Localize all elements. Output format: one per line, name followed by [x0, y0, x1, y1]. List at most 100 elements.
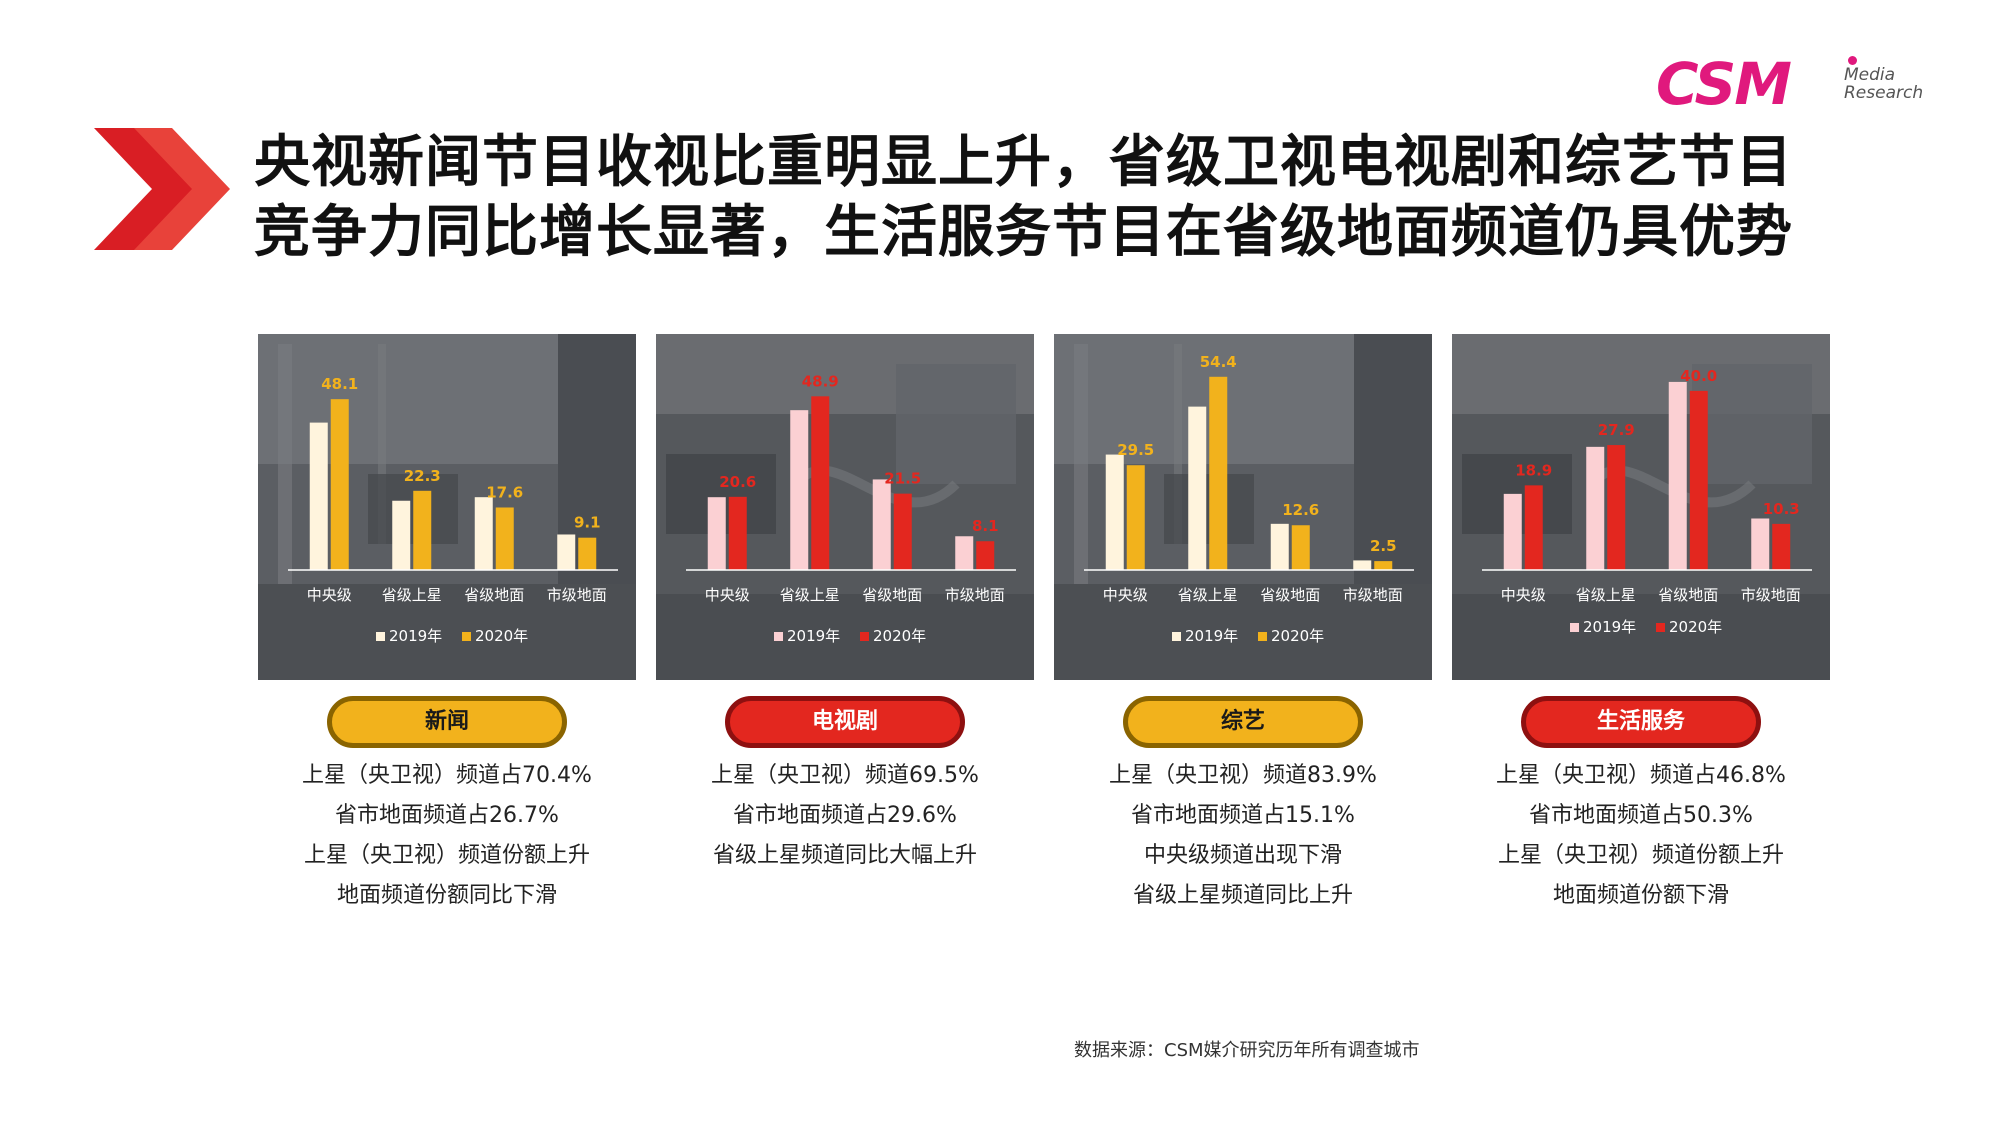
logo-sub-text: Media Research — [1844, 66, 1923, 102]
bar-2019 — [1353, 560, 1371, 570]
description-lifestyle: 上星（央卫视）频道占46.8% 省市地面频道占50.3% 上星（央卫视）频道份额… — [1441, 756, 1841, 916]
data-label: 2.5 — [1370, 537, 1397, 555]
category-pill-news: 新闻 — [327, 696, 567, 748]
category-pill-variety: 综艺 — [1123, 696, 1363, 748]
bar-2020 — [1690, 391, 1708, 570]
bar-2020 — [976, 541, 994, 570]
description-line: 省市地面频道占26.7% — [247, 796, 647, 836]
data-label: 8.1 — [972, 517, 999, 535]
data-label: 21.5 — [884, 470, 921, 488]
title-line-2: 竞争力同比增长显著，生活服务节目在省级地面频道仍具优势 — [254, 198, 1874, 268]
description-news: 上星（央卫视）频道占70.4% 省市地面频道占26.7% 上星（央卫视）频道份额… — [247, 756, 647, 916]
legend-label: 2019年 — [787, 627, 840, 645]
title-line-1: 央视新闻节目收视比重明显上升，省级卫视电视剧和综艺节目 — [254, 128, 1874, 198]
category-label: 省级上星 — [1178, 586, 1238, 604]
chart-panel-lifestyle: 18.9 中央级 27.9 省级上星 40.0 省级地面 10.3 市级地面 2019年 2020… — [1452, 334, 1830, 680]
category-label: 省级地面 — [1260, 586, 1320, 604]
category-label: 省级地面 — [862, 586, 922, 604]
bar-2020 — [1374, 561, 1392, 570]
bar-2020 — [1772, 524, 1790, 570]
bar-2019 — [392, 501, 410, 570]
data-label: 17.6 — [486, 483, 523, 501]
chart-panel-news: 48.1 中央级 22.3 省级上星 17.6 省级地面 9.1 市级地面 2019年 2020年 — [258, 334, 636, 680]
description-variety: 上星（央卫视）频道83.9% 省市地面频道占15.1% 中央级频道出现下滑 省级… — [1043, 756, 1443, 916]
bar-chart: 29.5 中央级 54.4 省级上星 12.6 省级地面 2.5 市级地面 2019年 2020年 — [1054, 334, 1432, 680]
bar-2020 — [331, 399, 349, 570]
chart-panel-variety: 29.5 中央级 54.4 省级上星 12.6 省级地面 2.5 市级地面 2019年 2020年 — [1054, 334, 1432, 680]
legend-label: 2020年 — [475, 627, 528, 645]
bar-2019 — [1188, 407, 1206, 570]
bar-2020 — [1209, 377, 1227, 570]
category-label: 省级地面 — [464, 586, 524, 604]
data-label: 48.9 — [802, 372, 839, 390]
description-line: 上星（央卫视）频道份额上升 — [247, 836, 647, 876]
bar-2019 — [790, 410, 808, 570]
legend-label: 2020年 — [873, 627, 926, 645]
category-label: 省级上星 — [382, 586, 442, 604]
legend-label: 2020年 — [1271, 627, 1324, 645]
legend-label: 2019年 — [389, 627, 442, 645]
data-label: 40.0 — [1680, 367, 1717, 385]
category-label: 省级上星 — [780, 586, 840, 604]
category-label: 省级上星 — [1576, 586, 1636, 604]
data-label: 27.9 — [1598, 421, 1635, 439]
legend-swatch — [462, 632, 471, 641]
bar-2020 — [413, 491, 431, 570]
legend-swatch — [1172, 632, 1181, 641]
description-line: 上星（央卫视）频道份额上升 — [1441, 836, 1841, 876]
category-pill-lifestyle: 生活服务 — [1521, 696, 1761, 748]
description-line: 省市地面频道占15.1% — [1043, 796, 1443, 836]
bar-chart: 20.6 中央级 48.9 省级上星 21.5 省级地面 8.1 市级地面 2019年 2020年 — [656, 334, 1034, 680]
data-label: 9.1 — [574, 514, 601, 532]
legend-swatch — [1656, 623, 1665, 632]
bar-2019 — [557, 534, 575, 570]
legend-swatch — [1258, 632, 1267, 641]
bar-chart: 48.1中央级22.3省级上星17.6省级地面9.1市级地面2019年 2020年 — [258, 334, 636, 680]
description-line: 上星（央卫视）频道83.9% — [1043, 756, 1443, 796]
bar-2020 — [894, 494, 912, 570]
data-source-note: 数据来源：CSM媒介研究历年所有调查城市 — [1074, 1036, 1420, 1062]
bar-2019 — [955, 536, 973, 570]
data-label: 12.6 — [1282, 501, 1319, 519]
description-line: 中央级频道出现下滑 — [1043, 836, 1443, 876]
bar-2020 — [496, 507, 514, 570]
bar-2019 — [1271, 524, 1289, 570]
data-label: 20.6 — [719, 473, 756, 491]
legend-swatch — [1570, 623, 1579, 632]
bar-2019 — [1504, 494, 1522, 570]
category-label: 中央级 — [705, 586, 750, 604]
description-line: 地面频道份额同比下滑 — [247, 876, 647, 916]
page-title: 央视新闻节目收视比重明显上升，省级卫视电视剧和综艺节目 竞争力同比增长显著，生活… — [254, 128, 1874, 268]
description-drama: 上星（央卫视）频道69.5% 省市地面频道占29.6% 省级上星频道同比大幅上升 — [645, 756, 1045, 876]
description-line: 省级上星频道同比大幅上升 — [645, 836, 1045, 876]
logo-csm-text: CSM — [1656, 54, 1790, 114]
bar-chart: 18.9中央级27.9省级上星40.0省级地面10.3市级地面2019年 2020… — [1452, 334, 1830, 680]
bar-2019 — [475, 497, 493, 570]
bar-2020 — [578, 538, 596, 570]
bar-2019 — [1669, 382, 1687, 570]
description-line: 上星（央卫视）频道占70.4% — [247, 756, 647, 796]
bar-2019 — [1751, 519, 1769, 571]
bar-2020 — [1525, 485, 1543, 570]
bar-2019 — [1586, 447, 1604, 570]
legend-label: 2019年 — [1185, 627, 1238, 645]
logo-media: Media — [1844, 66, 1923, 84]
legend-swatch — [860, 632, 869, 641]
data-label: 22.3 — [404, 467, 441, 485]
legend-label: 2019年 — [1583, 618, 1636, 636]
legend-swatch — [774, 632, 783, 641]
description-line: 省市地面频道占50.3% — [1441, 796, 1841, 836]
data-label: 29.5 — [1117, 441, 1154, 459]
data-label: 54.4 — [1200, 353, 1237, 371]
logo-registered-dot — [1848, 56, 1857, 65]
legend-label: 2020年 — [1669, 618, 1722, 636]
description-line: 上星（央卫视）频道69.5% — [645, 756, 1045, 796]
description-line: 上星（央卫视）频道占46.8% — [1441, 756, 1841, 796]
bar-2019 — [873, 479, 891, 570]
category-label: 市级地面 — [945, 586, 1005, 604]
category-label: 市级地面 — [1343, 586, 1403, 604]
bar-2020 — [1127, 465, 1145, 570]
bar-2020 — [1607, 445, 1625, 570]
bar-2020 — [811, 396, 829, 570]
chart-panel-drama: 20.6 中央级 48.9 省级上星 21.5 省级地面 8.1 市级地面 2019年 2020年 — [656, 334, 1034, 680]
